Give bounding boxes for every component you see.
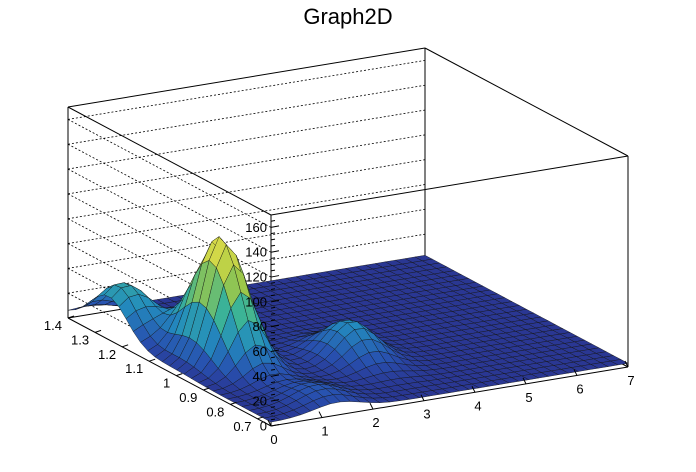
x-tick-label: 0 [270, 432, 277, 447]
z-tick [270, 299, 280, 303]
x-tick-label: 7 [627, 373, 634, 388]
surface-cell [610, 359, 629, 366]
z-minor-tick [270, 393, 276, 396]
frame-edge [67, 106, 272, 216]
y-tick-label: 1.1 [125, 361, 143, 376]
z-minor-tick [270, 294, 276, 297]
z-minor-tick [270, 244, 276, 247]
x-tick-label: 1 [321, 424, 328, 439]
z-minor-tick [270, 313, 276, 315]
y-tick-label: 1.4 [44, 318, 62, 333]
y-tick [230, 401, 237, 405]
floor-edge [270, 366, 629, 427]
z-tick-label: 20 [253, 394, 267, 409]
x-tick [420, 394, 425, 401]
gridline [67, 208, 426, 269]
y-tick-label: 0.8 [206, 404, 224, 419]
z-tick-label: 0 [260, 419, 267, 434]
x-tick-label: 3 [423, 407, 430, 422]
z-minor-tick [270, 406, 276, 408]
x-tick [318, 411, 323, 418]
z-minor-tick [270, 288, 276, 290]
z-tick-label: 80 [253, 319, 267, 334]
z-minor-tick [270, 344, 276, 346]
y-tick [203, 387, 210, 391]
z-minor-tick [270, 381, 276, 384]
z-minor-tick [270, 282, 276, 284]
gridline [67, 109, 426, 170]
z-minor-tick [270, 257, 276, 259]
y-tick [67, 315, 75, 319]
z-minor-tick [270, 263, 276, 266]
y-tick [149, 358, 156, 362]
z-tick-label: 120 [245, 270, 267, 285]
z-minor-tick [270, 220, 276, 222]
z-minor-tick [270, 368, 276, 371]
x-tick [471, 386, 476, 393]
z-tick-label: 160 [245, 220, 267, 235]
x-tick [369, 402, 374, 410]
x-tick [573, 369, 578, 376]
floor-edge [67, 317, 272, 427]
z-minor-tick [270, 362, 276, 365]
z-tick-label: 140 [245, 245, 267, 260]
y-tick [176, 373, 183, 377]
gridline [67, 184, 426, 244]
z-tick-label: 60 [253, 344, 267, 359]
y-tick-label: 1.3 [71, 332, 89, 347]
z-tick [270, 324, 280, 328]
z-minor-tick [270, 337, 276, 340]
z-minor-tick [270, 269, 276, 272]
z-minor-tick [270, 306, 276, 309]
z-minor-tick [270, 238, 276, 241]
axis-layer: 0204060801001201401600.70.80.911.11.21.3… [44, 220, 635, 447]
x-tick [522, 377, 527, 385]
x-tick-label: 4 [474, 398, 481, 413]
z-tick-label: 40 [253, 369, 267, 384]
z-minor-tick [270, 356, 276, 359]
chart-title: Graph2D [303, 4, 393, 29]
z-minor-tick [270, 418, 276, 421]
z-tick-label: 100 [245, 294, 267, 309]
z-tick [270, 349, 280, 353]
y-tick [121, 344, 129, 348]
frame-edge [270, 155, 629, 216]
gridline [67, 159, 426, 220]
z-tick [270, 374, 280, 377]
z-minor-tick [270, 232, 276, 235]
z-tick [270, 250, 280, 253]
z-tick [270, 399, 280, 402]
y-tick [94, 329, 102, 333]
y-tick-label: 0.9 [179, 390, 197, 405]
z-minor-tick [270, 319, 276, 321]
y-tick [257, 416, 264, 420]
z-minor-tick [270, 331, 276, 334]
surface-layer [67, 235, 629, 423]
z-tick [270, 424, 280, 427]
gridline [67, 119, 272, 228]
x-tick-label: 5 [525, 390, 532, 405]
x-tick-label: 2 [372, 415, 379, 430]
frame-edge [67, 47, 426, 108]
y-tick-label: 1.2 [98, 347, 116, 362]
z-tick [270, 275, 280, 278]
z-minor-tick [270, 387, 276, 390]
z-tick [270, 225, 280, 228]
x-tick [624, 360, 629, 368]
y-tick-label: 0.7 [233, 419, 251, 434]
gridline [67, 233, 426, 294]
gridline [67, 168, 272, 278]
y-tick-label: 1 [163, 376, 170, 391]
x-tick-label: 6 [576, 381, 583, 396]
gridline [67, 60, 426, 120]
gridline [67, 84, 426, 145]
frame-edge [424, 47, 629, 157]
x-tick [267, 419, 272, 427]
z-minor-tick [270, 412, 276, 415]
gridline [67, 134, 426, 195]
